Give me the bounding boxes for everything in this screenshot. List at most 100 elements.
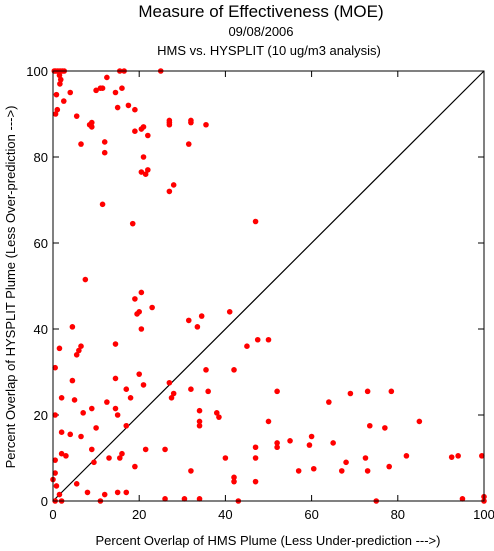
data-point	[213, 410, 220, 416]
data-point	[78, 343, 84, 350]
data-point	[67, 89, 74, 96]
data-point	[99, 201, 106, 208]
data-point	[112, 375, 119, 382]
data-point	[71, 397, 78, 403]
data-point	[166, 379, 173, 386]
data-point	[338, 468, 345, 474]
data-point	[114, 104, 121, 111]
data-point	[386, 463, 392, 470]
data-point	[52, 457, 58, 463]
data-point	[252, 478, 259, 485]
data-point	[226, 309, 233, 315]
data-point	[455, 453, 461, 459]
data-point	[364, 468, 371, 474]
data-point	[101, 149, 108, 156]
data-point	[181, 496, 188, 502]
y-tick-label: 80	[34, 150, 48, 165]
data-point	[403, 453, 410, 459]
data-point	[80, 410, 86, 416]
data-point	[73, 352, 80, 358]
y-axis-ticks: 0 20 40 60 80 100	[26, 64, 484, 509]
data-point	[138, 289, 145, 296]
data-point	[114, 489, 121, 496]
data-point	[188, 386, 194, 393]
data-point	[196, 418, 203, 425]
data-point	[69, 324, 76, 330]
data-point	[101, 491, 108, 498]
data-point	[168, 395, 175, 401]
data-point	[123, 489, 130, 496]
y-tick-label: 20	[34, 408, 48, 423]
data-point	[343, 459, 349, 466]
data-point	[198, 313, 205, 319]
data-point	[93, 87, 99, 94]
data-point	[112, 341, 119, 347]
data-point	[170, 390, 177, 397]
data-point	[295, 468, 302, 474]
data-point	[112, 89, 119, 96]
data-point	[99, 85, 106, 91]
data-point	[88, 405, 95, 412]
data-point	[140, 154, 147, 160]
x-axis-ticks: 0 20 40 60 80 100	[49, 71, 494, 522]
data-point	[196, 496, 203, 502]
data-point	[196, 407, 203, 414]
chart-subtitle-date: 09/08/2006	[228, 24, 293, 39]
data-point	[56, 72, 63, 79]
data-point	[117, 455, 123, 461]
data-point	[448, 454, 455, 460]
data-point	[60, 98, 67, 104]
data-point	[416, 418, 423, 425]
data-point	[274, 388, 280, 395]
data-point	[479, 453, 485, 459]
data-point	[101, 139, 108, 145]
data-point	[78, 433, 84, 440]
data-point	[306, 442, 313, 448]
data-point	[138, 326, 145, 332]
data-point	[254, 336, 261, 343]
data-point	[265, 418, 272, 425]
data-point	[252, 455, 259, 461]
data-point	[166, 188, 173, 195]
data-point	[52, 364, 58, 371]
data-point	[91, 459, 97, 466]
data-point	[188, 468, 194, 474]
data-point	[145, 132, 151, 139]
data-point	[82, 276, 89, 283]
data-point	[308, 433, 315, 440]
data-point	[63, 453, 69, 459]
x-tick-label: 100	[473, 507, 494, 522]
data-point	[287, 438, 293, 444]
data-point	[194, 324, 201, 330]
y-axis-label: Percent Overlap of HYSPLIT Plume (Less O…	[3, 106, 18, 469]
data-point	[459, 496, 466, 502]
data-point	[252, 218, 259, 225]
y-tick-label: 60	[34, 236, 48, 251]
data-point	[330, 440, 336, 446]
data-point	[123, 386, 130, 393]
x-tick-label: 0	[49, 507, 56, 522]
data-point	[205, 388, 211, 395]
y-tick-label: 0	[41, 494, 48, 509]
x-tick-label: 20	[132, 507, 146, 522]
x-tick-label: 40	[218, 507, 232, 522]
data-point	[132, 463, 138, 470]
data-point	[127, 395, 134, 401]
data-point	[252, 444, 259, 451]
data-point	[149, 304, 155, 311]
data-points	[50, 68, 487, 504]
data-point	[185, 141, 192, 147]
data-point	[123, 422, 130, 429]
plot-frame	[52, 70, 485, 502]
data-point	[388, 388, 395, 395]
data-point	[119, 85, 125, 91]
data-point	[382, 425, 388, 431]
data-point	[119, 450, 125, 457]
data-point	[166, 117, 173, 124]
data-point	[138, 169, 145, 175]
data-point	[58, 450, 65, 457]
data-point	[203, 367, 209, 373]
data-point	[244, 343, 250, 350]
data-point	[265, 336, 272, 343]
data-point	[362, 455, 369, 461]
